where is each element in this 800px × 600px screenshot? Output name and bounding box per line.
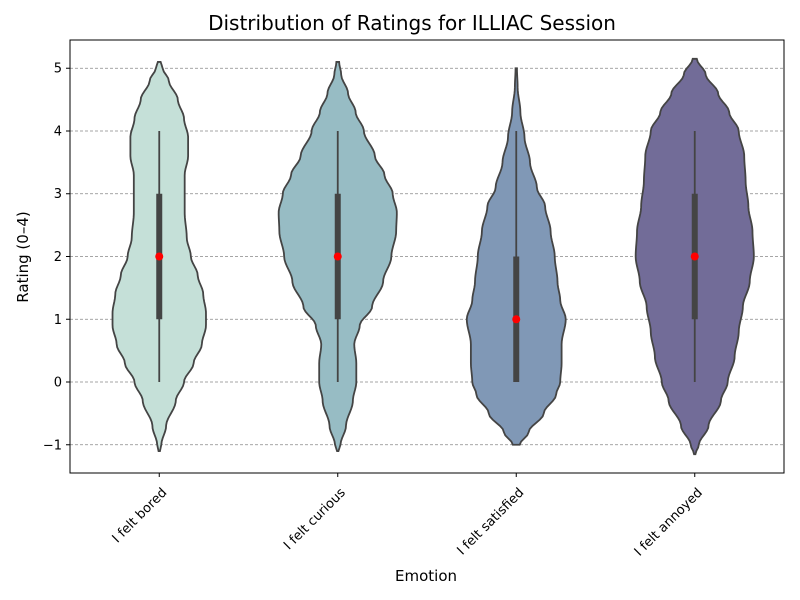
violins	[111, 57, 755, 456]
y-ticks: −1 0 1 2 3 4 5	[43, 62, 70, 453]
median-marker	[333, 252, 342, 261]
x-tick-label: I felt curious	[281, 485, 349, 553]
x-tick-label: I felt annoyed	[632, 485, 706, 559]
x-tick-label: I felt satisfied	[454, 485, 527, 558]
x-tick-label: I felt bored	[110, 485, 171, 546]
y-tick-label: 3	[54, 187, 62, 202]
plot-frame	[69, 39, 785, 474]
median-marker	[155, 252, 164, 261]
y-tick-label: 5	[54, 62, 62, 77]
y-tick-label: −1	[43, 438, 62, 453]
median-marker	[690, 252, 699, 261]
chart-title: Distribution of Ratings for ILLIAC Sessi…	[208, 11, 616, 35]
y-axis-label: Rating (0–4)	[14, 211, 32, 302]
y-tick-label: 0	[54, 376, 62, 391]
x-ticks: I felt bored I felt curious I felt satisfi…	[110, 473, 706, 560]
y-tick-label: 1	[54, 313, 62, 328]
median-marker	[512, 315, 521, 324]
y-tick-label: 4	[54, 124, 62, 139]
y-tick-label: 2	[54, 250, 62, 265]
x-axis-label: Emotion	[395, 567, 457, 585]
